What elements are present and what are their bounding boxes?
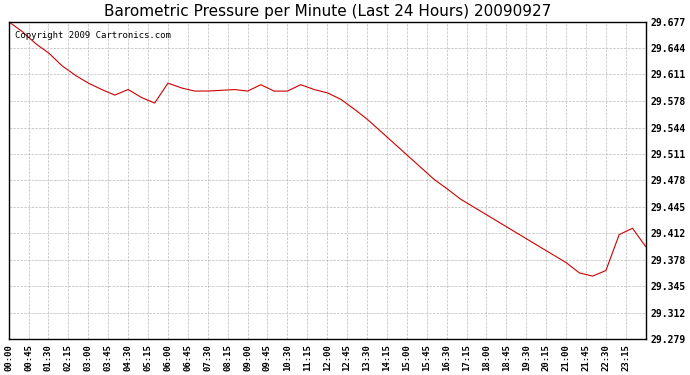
Title: Barometric Pressure per Minute (Last 24 Hours) 20090927: Barometric Pressure per Minute (Last 24 … (104, 4, 551, 19)
Text: Copyright 2009 Cartronics.com: Copyright 2009 Cartronics.com (15, 31, 171, 40)
